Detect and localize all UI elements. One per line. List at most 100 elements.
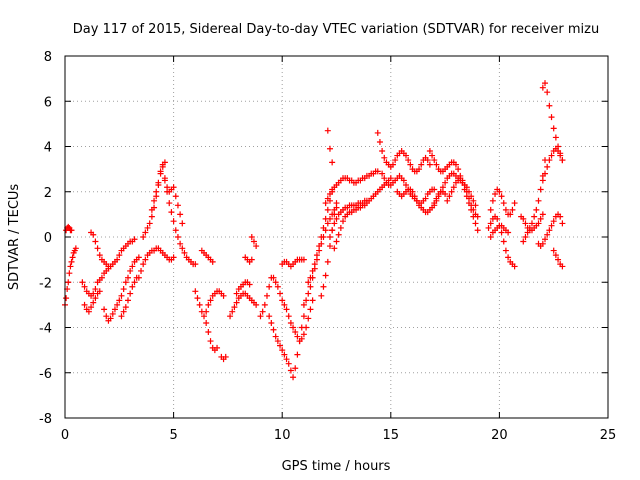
data-point	[329, 227, 336, 234]
series-arc-a	[62, 245, 79, 308]
data-point	[496, 188, 503, 195]
series-arc-ad	[331, 200, 370, 252]
data-point	[290, 324, 297, 331]
y-tick-label: -4	[39, 322, 52, 337]
data-point	[170, 184, 177, 191]
x-tick-label: 20	[491, 428, 508, 443]
data-point	[307, 283, 314, 290]
data-point	[557, 213, 564, 220]
x-tick-label: 25	[600, 428, 617, 443]
data-point	[531, 213, 538, 220]
data-point	[148, 206, 155, 213]
data-point	[502, 247, 509, 254]
data-point	[442, 191, 449, 198]
data-point	[290, 374, 297, 381]
data-point	[233, 290, 240, 297]
data-point	[442, 179, 449, 186]
data-point	[135, 274, 142, 281]
data-point	[520, 238, 527, 245]
data-point	[192, 261, 199, 268]
data-point	[418, 161, 425, 168]
data-point	[283, 306, 290, 313]
data-point	[433, 197, 440, 204]
data-point	[548, 222, 555, 229]
y-tick-labels: -8 -6 -4 -2 0 2 4 6 8	[39, 50, 52, 427]
series-arc-ak	[487, 186, 518, 218]
data-point	[333, 238, 340, 245]
data-point	[281, 301, 288, 308]
data-point	[309, 297, 316, 304]
data-point	[124, 297, 131, 304]
data-point	[307, 274, 314, 281]
data-point	[292, 329, 299, 336]
x-tick-labels: 0 5 10 15 20 25	[61, 428, 616, 443]
data-point	[220, 292, 227, 299]
data-point	[140, 234, 147, 240]
data-point	[268, 319, 275, 326]
data-point	[559, 220, 566, 227]
data-point	[114, 256, 121, 263]
y-tick-label: -6	[39, 367, 52, 382]
data-point	[109, 310, 116, 317]
data-point	[272, 333, 279, 340]
series-arc-v	[270, 274, 316, 345]
data-point	[270, 326, 277, 333]
data-point	[170, 254, 177, 261]
data-point	[511, 263, 518, 270]
data-point	[403, 181, 410, 188]
data-point	[94, 245, 101, 252]
data-point	[246, 281, 253, 288]
data-point	[300, 313, 307, 320]
data-point	[539, 84, 546, 91]
data-point	[326, 243, 333, 250]
data-point	[537, 215, 544, 222]
data-point	[416, 166, 423, 173]
data-point	[426, 148, 433, 155]
data-point	[546, 227, 553, 234]
data-point	[105, 263, 112, 270]
data-point	[227, 313, 234, 320]
series-arc-u	[266, 313, 307, 381]
data-point	[127, 290, 134, 297]
data-point	[287, 367, 294, 374]
data-point	[472, 220, 479, 227]
data-point	[331, 245, 338, 252]
series-arc-c	[79, 236, 138, 299]
data-point	[159, 161, 166, 168]
data-point	[266, 313, 273, 320]
series-arc-aj	[444, 175, 481, 220]
series-arc-as	[550, 247, 566, 270]
data-marks	[62, 80, 566, 381]
data-point	[303, 297, 310, 304]
data-point	[124, 274, 131, 281]
data-point	[431, 186, 438, 193]
data-point	[179, 220, 186, 227]
data-point	[337, 224, 344, 231]
data-point	[300, 301, 307, 308]
data-point	[498, 193, 505, 200]
data-point	[322, 215, 329, 222]
data-point	[487, 206, 494, 213]
data-point	[146, 220, 153, 227]
data-point	[444, 197, 451, 204]
data-point	[474, 213, 481, 220]
y-tick-label: 4	[44, 141, 52, 156]
data-point	[446, 193, 453, 200]
data-point	[400, 177, 407, 184]
data-point	[544, 163, 551, 170]
data-point	[546, 102, 553, 109]
data-point	[548, 152, 555, 159]
data-point	[324, 220, 331, 227]
data-point	[542, 236, 549, 243]
data-point	[103, 313, 110, 320]
data-point	[287, 319, 294, 326]
data-point	[174, 202, 181, 209]
data-point	[120, 286, 127, 293]
x-tick-label: 0	[61, 428, 69, 443]
series-arc-b	[63, 223, 75, 234]
data-point	[311, 261, 318, 268]
data-point	[555, 148, 562, 155]
data-point	[435, 193, 442, 200]
data-point	[463, 188, 470, 195]
series-arc-ac	[324, 127, 336, 166]
